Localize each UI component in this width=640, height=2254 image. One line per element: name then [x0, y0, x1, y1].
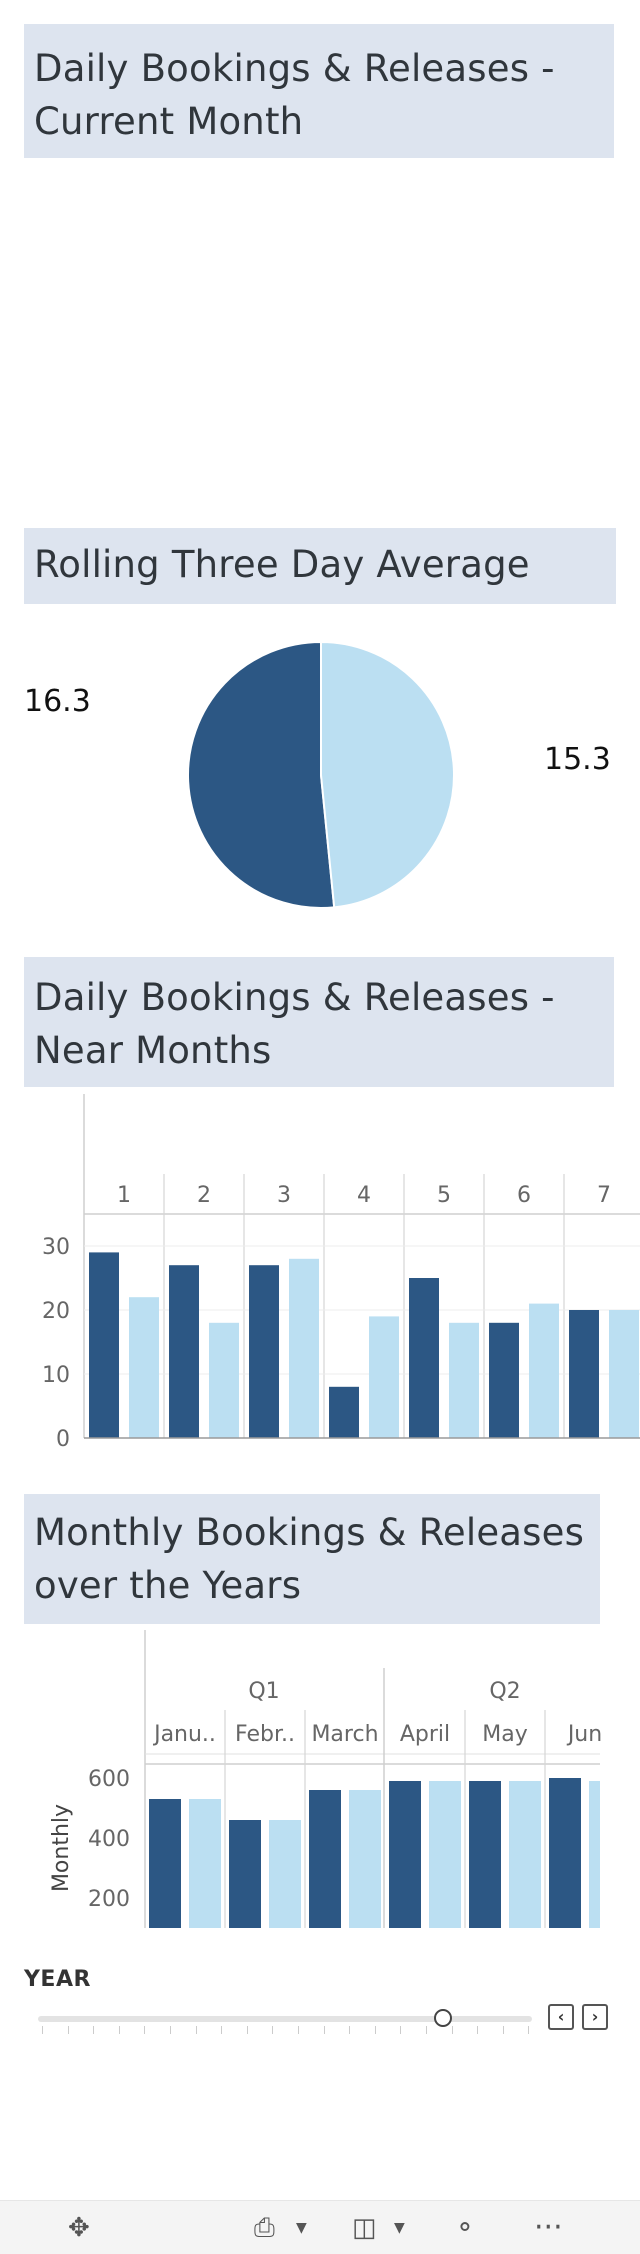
slider-tick [42, 2026, 43, 2034]
slider-tick [528, 2026, 530, 2034]
monthly-bar[interactable] [349, 1790, 381, 1928]
near-category-label: 4 [357, 1183, 371, 1208]
slider-tick [426, 2026, 427, 2034]
near-bar[interactable] [369, 1316, 399, 1438]
slider-tick [118, 2026, 120, 2034]
rolling-average-title: Rolling Three Day Average [24, 528, 616, 604]
near-bar[interactable] [289, 1258, 319, 1438]
monthly-quarter-label: Q2 [489, 1679, 520, 1704]
near-category-label: 1 [117, 1183, 131, 1208]
monthly-bar[interactable] [229, 1820, 261, 1928]
near-months-chart[interactable]: 1 2 3 4 5 6 7 0 10 20 30 [0, 1090, 640, 1450]
slider-tick [349, 2026, 351, 2034]
slider-tick [502, 2026, 504, 2034]
monthly-bar[interactable] [309, 1790, 341, 1928]
near-bar[interactable] [489, 1322, 519, 1438]
slider-tick [451, 2026, 453, 2034]
pie-label-bookings: 16.3 [24, 684, 91, 719]
near-months-title: Daily Bookings & Releases - Near Months [24, 957, 614, 1087]
near-bar[interactable] [169, 1265, 199, 1438]
near-category-label: 3 [277, 1183, 291, 1208]
near-bar[interactable] [569, 1310, 599, 1438]
monthly-bar[interactable] [149, 1799, 181, 1928]
monthly-category-label: Febr.. [235, 1722, 295, 1747]
monthly-category-label: Janu.. [152, 1722, 216, 1747]
slider-tick [144, 2026, 146, 2034]
bottom-toolbar: ✥ ⎙ ▼ ◫ ▼ ⚬ ··· [0, 2200, 640, 2254]
near-bar[interactable] [529, 1303, 559, 1438]
monthly-ylabel: Monthly [49, 1804, 74, 1892]
near-ytick-label: 20 [42, 1299, 70, 1324]
near-bar[interactable] [209, 1322, 239, 1438]
monthly-category-label: March [311, 1722, 378, 1747]
monthly-bar[interactable] [269, 1820, 301, 1928]
year-prev-button[interactable]: ‹ [548, 2004, 574, 2030]
near-bar[interactable] [249, 1265, 279, 1438]
slider-tick [93, 2026, 95, 2034]
near-bar[interactable] [409, 1278, 439, 1438]
slider-tick [374, 2026, 376, 2034]
monthly-quarter-label: Q1 [248, 1679, 279, 1704]
monthly-bar[interactable] [589, 1781, 600, 1928]
year-slider-thumb[interactable] [434, 2009, 453, 2027]
monthly-ytick-label: 400 [88, 1827, 130, 1852]
slider-tick [400, 2026, 402, 2034]
share-icon[interactable]: ⚬ [454, 2213, 476, 2243]
near-bar[interactable] [129, 1297, 159, 1438]
pie-label-releases: 15.3 [544, 742, 611, 777]
near-bar[interactable] [609, 1310, 639, 1438]
monthly-bar[interactable] [469, 1781, 501, 1928]
near-category-label: 2 [197, 1183, 211, 1208]
near-category-label: 5 [437, 1183, 451, 1208]
download-icon[interactable]: ⎙ [254, 2213, 275, 2243]
slider-tick [195, 2026, 197, 2034]
slider-tick [323, 2026, 325, 2034]
monthly-bar[interactable] [429, 1781, 461, 1928]
chevron-down-icon[interactable]: ▼ [296, 2220, 307, 2236]
slider-tick [477, 2026, 479, 2034]
monthly-title: Monthly Bookings & Releases over the Yea… [24, 1494, 600, 1624]
near-ytick-label: 10 [42, 1363, 70, 1388]
monthly-bar[interactable] [389, 1781, 421, 1928]
rolling-average-pie[interactable] [186, 640, 456, 910]
pie-slice-releases[interactable] [320, 640, 455, 909]
year-slider-track[interactable] [38, 2016, 532, 2022]
monthly-chart[interactable]: Q1 Q2 Janu.. Febr.. March April May Jun 200 400… [0, 1630, 640, 1930]
monthly-bar[interactable] [509, 1781, 541, 1928]
year-next-button[interactable]: › [582, 2004, 608, 2030]
near-ytick-label: 30 [42, 1235, 70, 1260]
slider-tick [298, 2026, 299, 2034]
near-bar[interactable] [449, 1322, 479, 1438]
monthly-category-label: Jun [566, 1722, 602, 1747]
pie-slice-bookings[interactable] [187, 640, 336, 909]
monthly-ytick-label: 200 [88, 1887, 130, 1912]
slider-tick [67, 2026, 69, 2034]
chevron-down-icon[interactable]: ▼ [394, 2220, 405, 2236]
monthly-bar[interactable] [549, 1778, 581, 1928]
near-bar[interactable] [329, 1386, 359, 1438]
slider-tick [170, 2026, 171, 2034]
near-bar[interactable] [89, 1252, 119, 1438]
monthly-category-label: May [482, 1722, 527, 1747]
near-category-label: 7 [597, 1183, 611, 1208]
current-month-title: Daily Bookings & Releases - Current Mont… [24, 24, 614, 158]
year-filter-label: YEAR [24, 1967, 91, 1992]
slider-tick [221, 2026, 223, 2034]
near-ytick-label: 0 [56, 1427, 70, 1450]
near-category-label: 6 [517, 1183, 531, 1208]
slider-tick [272, 2026, 274, 2034]
device-icon[interactable]: ◫ [352, 2213, 377, 2243]
monthly-bar[interactable] [189, 1799, 221, 1928]
slider-tick [246, 2026, 248, 2034]
more-icon[interactable]: ··· [534, 2210, 563, 2245]
move-icon[interactable]: ✥ [68, 2213, 90, 2243]
monthly-ytick-label: 600 [88, 1767, 130, 1792]
year-slider-ticks [38, 2026, 532, 2036]
monthly-category-label: April [400, 1722, 450, 1747]
